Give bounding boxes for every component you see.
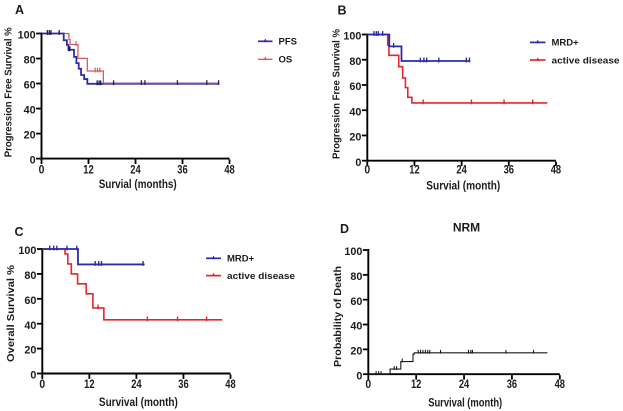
svg-text:12: 12 <box>83 164 93 176</box>
svg-text:0: 0 <box>356 370 362 382</box>
svg-text:24: 24 <box>131 379 142 391</box>
svg-text:40: 40 <box>349 106 361 118</box>
svg-text:24: 24 <box>456 165 467 177</box>
svg-text:NRM: NRM <box>453 221 480 235</box>
svg-text:80: 80 <box>24 270 36 282</box>
svg-text:0: 0 <box>39 164 45 176</box>
svg-text:48: 48 <box>555 379 566 391</box>
svg-text:80: 80 <box>349 56 361 68</box>
svg-text:active disease: active disease <box>552 55 620 66</box>
svg-text:48: 48 <box>551 165 562 177</box>
svg-text:36: 36 <box>507 379 517 391</box>
svg-text:D: D <box>340 222 349 236</box>
svg-text:60: 60 <box>24 80 36 92</box>
svg-text:20: 20 <box>24 345 36 357</box>
svg-text:Probability of Death: Probability of Death <box>332 266 344 367</box>
svg-text:B: B <box>338 4 347 18</box>
svg-text:60: 60 <box>24 295 36 307</box>
svg-text:Survival (month): Survival (month) <box>99 395 178 409</box>
svg-text:48: 48 <box>224 164 235 176</box>
svg-text:36: 36 <box>504 165 514 177</box>
svg-text:PFS: PFS <box>279 37 297 48</box>
svg-text:80: 80 <box>24 55 36 67</box>
svg-text:Survial (month): Survial (month) <box>426 178 500 192</box>
svg-text:40: 40 <box>24 320 36 332</box>
svg-text:Progression Free Survival %: Progression Free Survival % <box>4 27 15 157</box>
svg-text:12: 12 <box>84 379 94 391</box>
svg-text:20: 20 <box>350 345 362 357</box>
svg-text:0: 0 <box>364 165 370 177</box>
svg-text:MRD+: MRD+ <box>552 38 580 49</box>
svg-text:100: 100 <box>18 30 36 42</box>
svg-text:100: 100 <box>344 246 362 258</box>
svg-text:40: 40 <box>24 105 36 117</box>
svg-text:100: 100 <box>343 31 361 43</box>
svg-text:C: C <box>15 225 24 239</box>
svg-text:0: 0 <box>355 157 361 169</box>
svg-text:100: 100 <box>18 245 36 257</box>
svg-text:0: 0 <box>30 370 36 382</box>
svg-text:40: 40 <box>350 321 362 333</box>
svg-text:20: 20 <box>349 132 361 144</box>
svg-text:A: A <box>15 3 24 17</box>
svg-text:Survival (month): Survival (month) <box>428 395 502 409</box>
svg-text:active disease: active disease <box>227 271 295 282</box>
svg-text:60: 60 <box>349 81 361 93</box>
svg-text:24: 24 <box>459 379 470 391</box>
svg-text:0: 0 <box>39 379 45 391</box>
svg-text:24: 24 <box>130 164 141 176</box>
svg-text:48: 48 <box>225 379 236 391</box>
svg-text:80: 80 <box>350 271 362 283</box>
svg-text:36: 36 <box>177 164 187 176</box>
svg-text:Overall Survival %: Overall Survival % <box>5 264 17 362</box>
svg-text:Progression Free Survival %: Progression Free Survival % <box>332 29 343 159</box>
svg-text:Survial (months): Survial (months) <box>99 177 177 191</box>
svg-text:MRD+: MRD+ <box>227 254 255 265</box>
svg-text:0: 0 <box>365 379 371 391</box>
svg-text:12: 12 <box>411 379 421 391</box>
svg-text:36: 36 <box>178 379 188 391</box>
svg-text:12: 12 <box>409 165 419 177</box>
svg-text:OS: OS <box>279 55 293 66</box>
svg-text:0: 0 <box>30 155 36 167</box>
svg-text:20: 20 <box>24 130 36 142</box>
svg-text:60: 60 <box>350 296 362 308</box>
